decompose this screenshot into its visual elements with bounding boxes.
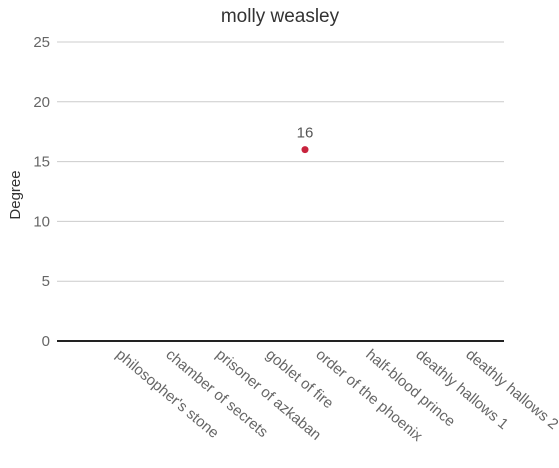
- chart-title: molly weasley: [221, 6, 340, 27]
- gridlines: [57, 41, 504, 282]
- x-tick-label: half-blood prince: [362, 346, 458, 430]
- y-tick-label: 25: [33, 34, 50, 51]
- y-tick-label: 15: [33, 154, 50, 171]
- y-tick-labels: 0 5 10 15 20 25: [33, 34, 50, 350]
- data-points: 16: [297, 125, 314, 154]
- data-point: [301, 146, 309, 154]
- x-tick-label: deathly hallows 1: [412, 346, 511, 433]
- y-tick-label: 0: [42, 333, 50, 350]
- y-tick-label: 10: [33, 213, 50, 230]
- y-axis-label: Degree: [7, 170, 24, 219]
- y-tick-label: 5: [42, 273, 50, 290]
- y-tick-label: 20: [33, 94, 50, 111]
- data-label: 16: [297, 125, 314, 142]
